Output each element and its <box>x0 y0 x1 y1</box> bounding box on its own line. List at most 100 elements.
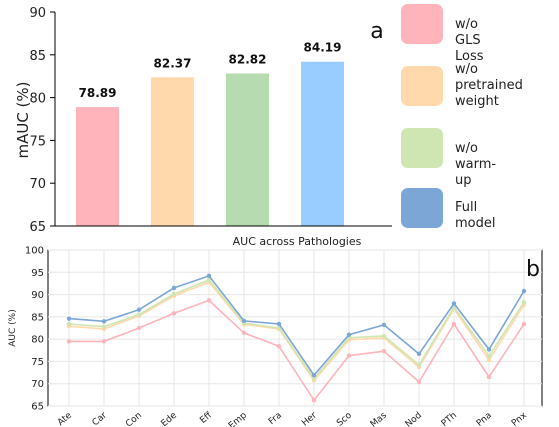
bar-chart-panel: mAUC (%) 65 70 75 80 85 90 78.89 82.37 82.82 84.… <box>14 6 392 235</box>
series-point <box>451 321 457 327</box>
bar-chart-y-tick-label: 75 <box>29 134 46 149</box>
line-chart-y-ticks: 65 70 75 80 85 90 95 100 <box>25 246 44 413</box>
series-point <box>521 321 527 327</box>
line-chart-y-tick-label: 80 <box>31 335 44 346</box>
series-line <box>68 281 525 382</box>
bar-value-label: 84.19 <box>304 41 342 55</box>
legend-swatch-warmup <box>401 128 443 168</box>
line-chart-x-tick-label: Ate <box>56 410 74 427</box>
line-chart-panel-label: b <box>526 257 540 282</box>
line-chart-y-tick-label: 90 <box>31 290 44 301</box>
series-point <box>381 322 387 328</box>
series-point <box>66 339 72 344</box>
bar <box>226 73 269 226</box>
bar-chart-legend: w/o GLS Loss w/o pretrained weight w/o w… <box>401 0 559 240</box>
series-point <box>486 357 492 363</box>
line-chart-plot-area <box>47 249 543 407</box>
bar-value-label: 78.89 <box>79 86 117 100</box>
series-point <box>381 333 387 339</box>
series-point <box>276 344 282 349</box>
series-point <box>101 339 107 344</box>
bar-chart-y-tick-label: 90 <box>29 6 46 21</box>
series-point <box>486 353 492 359</box>
series-point <box>171 285 177 291</box>
bar-chart-y-tick-label: 65 <box>29 220 46 235</box>
line-chart-x-ticks: Ate Car Con Ede Eff Emp Fra Her Sco Mas Nod PTh Pna P… <box>56 410 529 427</box>
line-chart-y-tick-label: 65 <box>31 402 44 413</box>
series-point <box>171 311 177 316</box>
bar-chart-y-tick-label: 80 <box>29 92 46 107</box>
line-chart-x-tick-label: Pnx <box>510 410 529 427</box>
legend-label-warmup: w/o warm-up <box>455 141 497 188</box>
bar-chart-y-ticks: 65 70 75 80 85 90 <box>29 6 55 235</box>
series-point <box>346 332 352 337</box>
line-chart-series <box>66 273 527 403</box>
series-point <box>206 273 212 279</box>
legend-label-gls: w/o GLS Loss <box>455 17 484 64</box>
line-chart-x-tick-label: Her <box>300 410 319 427</box>
series-point <box>206 298 212 303</box>
legend-swatch-full <box>401 188 443 228</box>
bar <box>151 77 194 226</box>
series-point <box>346 353 352 358</box>
line-chart-x-tick-label: PTh <box>440 411 459 427</box>
series-point <box>136 307 142 312</box>
bar-chart-panel-label: a <box>370 19 383 44</box>
line-chart-grid <box>48 249 542 407</box>
line-chart-y-tick-label: 85 <box>31 312 44 323</box>
series-point <box>416 351 422 357</box>
line-chart-x-tick-label: Car <box>91 410 110 427</box>
series-point <box>241 318 247 324</box>
series-point <box>486 374 492 380</box>
series-line <box>68 274 525 377</box>
series-point <box>66 321 72 327</box>
line-chart-y-tick-label: 70 <box>31 379 44 390</box>
bar <box>301 61 344 227</box>
line-chart-x-tick-label: Eff <box>198 410 214 426</box>
bar-chart-ylabel: mAUC (%) <box>14 81 32 158</box>
legend-label-pretrained: w/o pretrained weight <box>455 62 523 109</box>
bar <box>76 107 119 226</box>
legend-swatch-pretrained <box>401 66 443 106</box>
line-chart-x-tick-label: Nod <box>404 411 424 427</box>
line-chart-x-tick-label: Sco <box>335 410 354 427</box>
series-point <box>171 291 177 297</box>
series-point <box>416 362 422 368</box>
bar-chart-value-labels: 78.89 82.37 82.82 84.19 <box>79 41 342 100</box>
series-point <box>486 347 492 352</box>
legend-label-full: Full model <box>455 200 496 231</box>
series-point <box>136 325 142 331</box>
series-point <box>276 321 282 327</box>
bar-value-label: 82.82 <box>229 52 267 66</box>
series-point <box>101 319 107 324</box>
line-chart-panel: AUC across Pathologies 65 70 75 80 85 90 95 100… <box>8 235 543 427</box>
series-point <box>66 316 72 321</box>
series-point <box>521 299 527 305</box>
series-point <box>206 277 212 283</box>
series-line <box>68 278 525 380</box>
series-point <box>451 301 457 306</box>
line-chart-ylabel: AUC (%) <box>8 309 18 346</box>
line-chart-x-tick-label: Mas <box>369 410 389 427</box>
line-chart-x-tick-label: Pna <box>475 411 494 427</box>
line-chart-x-tick-label: Fra <box>267 411 284 427</box>
series-point <box>311 373 317 378</box>
line-chart-y-tick-label: 100 <box>25 246 44 257</box>
series-point <box>101 324 107 329</box>
series-point <box>416 379 422 385</box>
bar-chart-bars <box>76 61 344 227</box>
line-chart-title: AUC across Pathologies <box>233 235 362 248</box>
series-point <box>311 376 317 381</box>
series-point <box>381 348 387 354</box>
series-point <box>241 330 247 336</box>
line-chart-x-tick-label: Con <box>124 411 144 427</box>
series-line <box>69 299 525 402</box>
series-point <box>311 398 317 403</box>
line-chart-x-tick-label: Emp <box>227 410 249 427</box>
line-chart-x-tick-label: Ede <box>160 410 180 427</box>
bar-chart-y-tick-label: 85 <box>29 49 46 64</box>
line-chart-y-tick-label: 75 <box>31 357 44 368</box>
series-point <box>521 288 527 294</box>
bar-chart-y-tick-label: 70 <box>29 177 46 192</box>
